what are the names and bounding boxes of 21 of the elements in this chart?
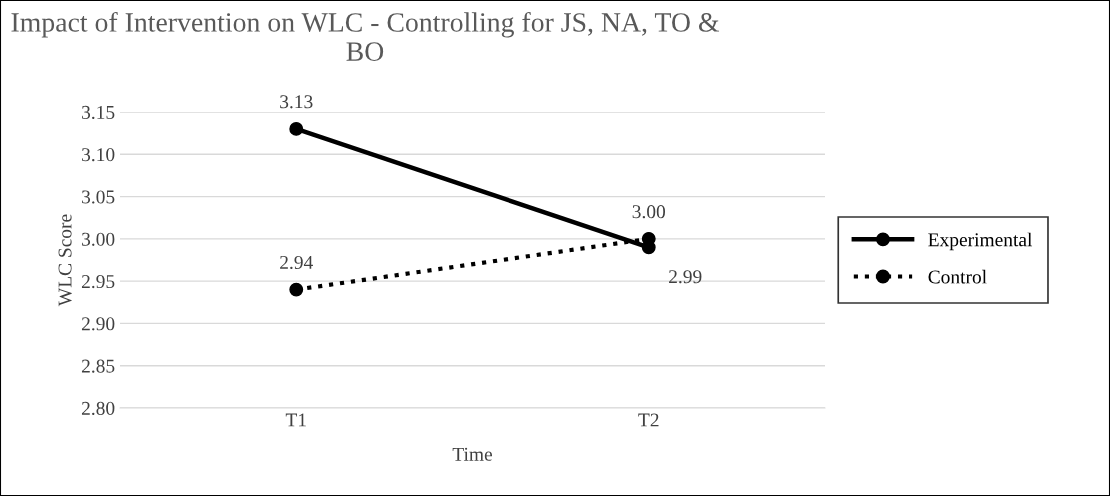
y-tick-label: 2.80 [81,401,115,416]
x-tick-label: T1 [285,413,306,427]
y-tick-label: 3.00 [82,232,115,246]
y-tick-label: 3.15 [82,105,115,120]
data-label: 2.94 [280,255,313,270]
legend-label: Control [928,269,987,284]
y-axis-title: WLC Score [58,214,72,307]
x-axis-title: Time [452,447,492,461]
y-tick-label: 2.85 [81,359,115,373]
y-tick-label: 2.90 [81,317,115,331]
y-tick-label: 3.05 [82,190,115,204]
y-tick-label: 2.95 [81,275,115,289]
point [289,282,304,297]
x-tick-label: T2 [638,413,659,427]
y-tick-label: 3.10 [82,148,115,162]
data-label: 3.00 [632,205,666,219]
data-label: 3.13 [280,95,313,109]
point [289,121,304,136]
chart-title: Impact of Intervention on WLC - Controlling for JS, NA, TO & BO [11,12,720,61]
legend-label: Experimental [928,232,1033,251]
data-label: 2.99 [669,270,702,284]
